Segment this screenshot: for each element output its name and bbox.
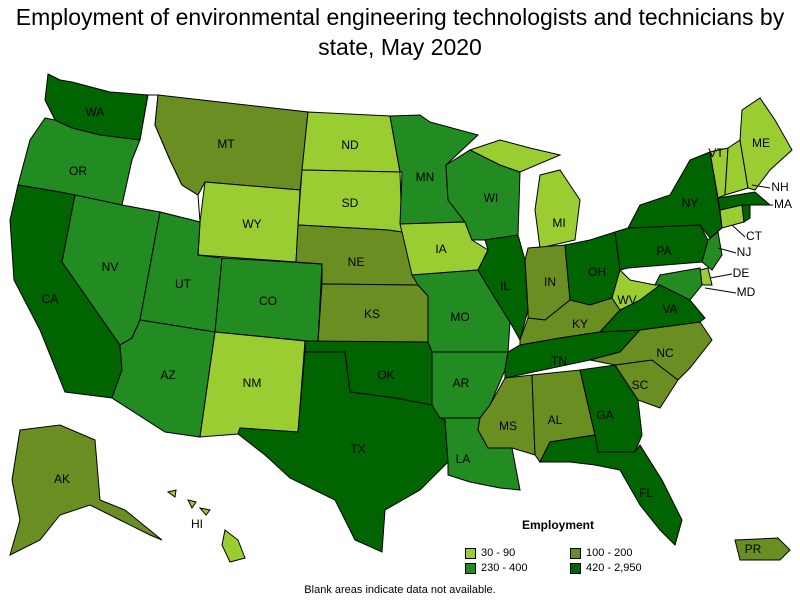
state-ny[interactable] xyxy=(627,151,723,239)
legend-item-30-90: 30 - 90 xyxy=(465,547,515,559)
state-label-ga: GA xyxy=(596,408,613,422)
state-label-nh: NH xyxy=(771,180,788,194)
legend-label: 30 - 90 xyxy=(481,547,516,559)
state-nj[interactable] xyxy=(701,231,723,271)
state-label-pr: PR xyxy=(745,542,762,556)
state-label-ks: KS xyxy=(364,307,380,321)
state-label-wv: WV xyxy=(617,293,636,307)
state-label-sc: SC xyxy=(632,378,649,392)
state-label-fl: FL xyxy=(639,486,653,500)
state-label-ca: CA xyxy=(42,292,59,306)
state-label-la: LA xyxy=(456,452,471,466)
state-label-sd: SD xyxy=(342,196,359,210)
state-label-vt: VT xyxy=(708,146,724,160)
state-label-ok: OK xyxy=(377,368,394,382)
legend-title: Employment xyxy=(522,518,595,532)
state-il[interactable] xyxy=(477,234,529,342)
state-fl[interactable] xyxy=(539,434,683,546)
state-label-mt: MT xyxy=(217,137,235,151)
state-label-de: DE xyxy=(733,266,750,280)
state-label-nd: ND xyxy=(341,138,359,152)
map-title: Employment of environmental engineering … xyxy=(15,4,785,60)
state-label-wa: WA xyxy=(86,105,105,119)
legend-swatch xyxy=(465,547,476,559)
state-label-or: OR xyxy=(69,164,87,178)
legend-swatch xyxy=(570,562,581,574)
state-tx[interactable] xyxy=(237,351,449,553)
state-label-ms: MS xyxy=(499,419,517,433)
state-label-wi: WI xyxy=(484,191,499,205)
state-label-nc: NC xyxy=(656,346,674,360)
state-label-me: ME xyxy=(752,136,770,150)
legend-item-100-200: 100 - 200 xyxy=(570,547,632,559)
state-label-ak: AK xyxy=(54,472,70,486)
state-label-md: MD xyxy=(737,285,756,299)
state-label-nv: NV xyxy=(102,260,119,274)
state-label-mi: MI xyxy=(552,216,565,230)
state-label-hi: HI xyxy=(191,517,203,531)
state-md[interactable] xyxy=(654,267,703,301)
state-mi[interactable] xyxy=(468,139,581,249)
legend-swatch xyxy=(465,562,476,574)
state-ma[interactable] xyxy=(717,191,772,211)
state-label-ma: MA xyxy=(774,197,792,211)
state-ri[interactable] xyxy=(741,204,751,223)
state-label-in: IN xyxy=(544,275,556,289)
state-label-tn: TN xyxy=(551,354,567,368)
legend-label: 420 - 2,950 xyxy=(586,562,642,574)
state-label-mn: MN xyxy=(416,170,435,184)
state-label-mo: MO xyxy=(450,310,469,324)
state-label-ct: CT xyxy=(746,229,763,243)
leader-lines xyxy=(704,184,773,294)
state-label-az: AZ xyxy=(160,368,175,382)
state-label-wy: WY xyxy=(242,217,261,231)
state-label-co: CO xyxy=(259,294,277,308)
state-label-va: VA xyxy=(662,302,677,316)
state-labels: WA OR CA NV MT WY UT AZ CO NM ND SD NE KS OK TX MN IA MO AR… xyxy=(42,105,792,556)
state-me[interactable] xyxy=(739,97,793,191)
legend-item-420-2950: 420 - 2,950 xyxy=(570,562,642,574)
legend-label: 100 - 200 xyxy=(586,547,633,559)
state-label-il: IL xyxy=(500,279,510,293)
state-label-oh: OH xyxy=(588,265,606,279)
state-label-ia: IA xyxy=(435,242,446,256)
state-label-ny: NY xyxy=(682,196,699,210)
state-label-nm: NM xyxy=(243,376,262,390)
state-label-ne: NE xyxy=(348,255,365,269)
state-hi[interactable] xyxy=(166,489,246,563)
state-label-ar: AR xyxy=(453,376,470,390)
legend-label: 230 - 400 xyxy=(481,562,528,574)
state-nc[interactable] xyxy=(589,321,713,381)
state-wy[interactable] xyxy=(197,181,301,263)
state-label-tx: TX xyxy=(350,442,365,456)
state-label-ut: UT xyxy=(175,277,192,291)
state-label-ky: KY xyxy=(572,317,588,331)
state-label-al: AL xyxy=(548,413,563,427)
state-label-pa: PA xyxy=(656,244,671,258)
footnote: Blank areas indicate data not available. xyxy=(304,584,496,596)
state-ms[interactable] xyxy=(477,374,536,456)
legend-swatch xyxy=(570,547,581,559)
state-label-nj: NJ xyxy=(737,245,752,259)
state-ak[interactable] xyxy=(9,424,163,556)
legend-item-230-400: 230 - 400 xyxy=(465,562,527,574)
state-pr[interactable] xyxy=(734,537,791,561)
